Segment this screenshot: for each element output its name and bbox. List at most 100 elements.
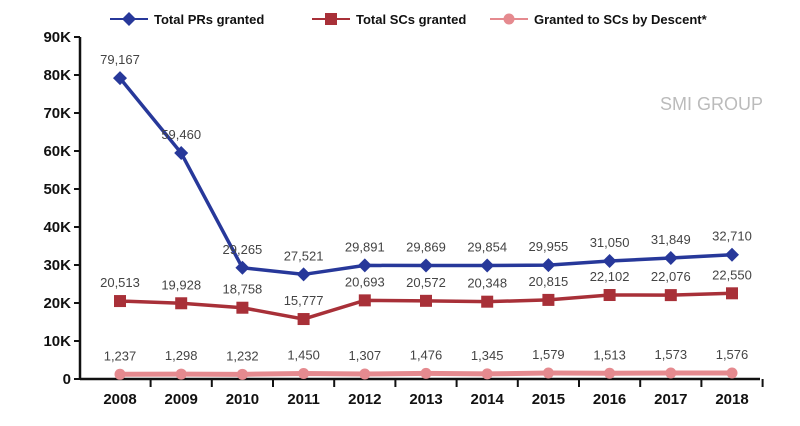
data-label: 1,345 xyxy=(471,348,504,363)
data-label: 20,572 xyxy=(406,275,446,290)
data-point xyxy=(357,258,372,273)
axes: 0 10K 20K 30K 40K 50K 60K 70K 80K 90K 2008 2009 2010… xyxy=(43,29,764,408)
data-label: 22,102 xyxy=(590,269,630,284)
data-point xyxy=(603,289,616,302)
data-label: 1,513 xyxy=(593,347,626,362)
legend-label: Total PRs granted xyxy=(154,12,264,27)
x-tick-label: 2013 xyxy=(409,391,442,408)
data-point xyxy=(481,295,494,308)
data-point xyxy=(420,367,432,379)
x-tick-label: 2008 xyxy=(103,391,136,408)
data-point xyxy=(235,260,250,275)
data-label: 20,815 xyxy=(529,274,569,289)
data-label: 20,693 xyxy=(345,274,385,289)
data-point xyxy=(359,368,371,380)
legend-marker xyxy=(503,13,515,25)
y-tick-label: 50K xyxy=(43,181,71,198)
data-point xyxy=(542,293,555,306)
data-label: 32,710 xyxy=(712,229,752,244)
data-label: 1,579 xyxy=(532,347,565,362)
series-1: 20,513 19,928 18,758 15,777 20,693 20,572 20,3… xyxy=(100,267,752,326)
data-point xyxy=(236,368,248,380)
data-label: 19,928 xyxy=(161,277,201,292)
y-tick-label: 10K xyxy=(43,333,71,350)
data-point xyxy=(114,368,126,380)
x-tick-label: 2014 xyxy=(471,391,505,408)
data-label: 59,460 xyxy=(161,127,201,142)
data-point xyxy=(175,368,187,380)
data-label: 79,167 xyxy=(100,52,140,67)
data-point xyxy=(725,247,739,262)
data-point xyxy=(175,297,188,310)
data-label: 29,891 xyxy=(345,239,385,254)
data-label: 29,955 xyxy=(529,239,569,254)
data-point xyxy=(297,313,310,326)
y-tick-label: 70K xyxy=(43,105,71,122)
y-tick-label: 40K xyxy=(43,219,71,236)
data-label: 29,265 xyxy=(223,242,263,257)
data-point xyxy=(296,267,311,282)
data-point xyxy=(236,301,249,314)
data-label: 1,476 xyxy=(410,347,443,362)
legend-label: Total SCs granted xyxy=(356,12,466,27)
x-tick-label: 2017 xyxy=(654,391,687,408)
legend: Total PRs granted Total SCs granted Grante… xyxy=(110,12,708,27)
data-label: 22,550 xyxy=(712,267,752,282)
data-label: 20,348 xyxy=(467,276,507,291)
data-label: 31,050 xyxy=(590,235,630,250)
data-label: 1,232 xyxy=(226,348,259,363)
data-point xyxy=(726,367,738,379)
data-label: 31,849 xyxy=(651,232,691,247)
data-label: 20,513 xyxy=(100,275,140,290)
data-point xyxy=(113,71,127,86)
y-tick-label: 80K xyxy=(43,67,71,84)
data-label: 29,869 xyxy=(406,239,446,254)
data-point xyxy=(604,367,616,379)
x-tick-label: 2010 xyxy=(226,391,259,408)
data-point xyxy=(663,250,678,265)
data-point xyxy=(481,368,493,380)
watermark: SMI GROUP xyxy=(660,94,763,114)
series-0: 79,167 59,460 29,265 27,521 29,891 29,869 29,8… xyxy=(100,52,752,282)
data-label: 1,573 xyxy=(655,347,688,362)
data-label: 27,521 xyxy=(284,248,324,263)
series-2: 1,237 1,298 1,232 1,450 1,307 1,476 1,345 1,579… xyxy=(104,347,749,380)
data-label: 22,076 xyxy=(651,269,691,284)
data-point xyxy=(480,258,495,273)
series: 79,167 59,460 29,265 27,521 29,891 29,869 29,8… xyxy=(100,52,752,380)
data-label: 1,576 xyxy=(716,347,749,362)
legend-marker xyxy=(122,12,136,26)
data-point xyxy=(114,295,126,308)
data-label: 1,298 xyxy=(165,348,198,363)
data-point xyxy=(665,367,677,379)
y-tick-label: 30K xyxy=(43,257,71,274)
x-tick-label: 2015 xyxy=(532,391,565,408)
x-tick-label: 2012 xyxy=(348,391,381,408)
data-label: 18,758 xyxy=(223,282,263,297)
data-point xyxy=(602,254,617,269)
x-tick-label: 2016 xyxy=(593,391,626,408)
data-point xyxy=(174,146,189,161)
data-point xyxy=(358,294,371,307)
y-tick-label: 0 xyxy=(63,371,71,388)
x-tick-label: 2009 xyxy=(165,391,198,408)
data-point xyxy=(726,287,738,300)
y-tick-label: 20K xyxy=(43,295,71,312)
data-point xyxy=(298,367,310,379)
data-point xyxy=(420,294,432,307)
data-label: 1,307 xyxy=(349,348,382,363)
data-point xyxy=(542,367,554,379)
data-label: 1,237 xyxy=(104,348,137,363)
x-tick-label: 2018 xyxy=(715,391,748,408)
x-tick-label: 2011 xyxy=(287,391,320,408)
y-tick-label: 90K xyxy=(43,29,71,46)
data-label: 1,450 xyxy=(287,347,320,362)
data-label: 15,777 xyxy=(284,293,324,308)
y-tick-label: 60K xyxy=(43,143,71,160)
data-point xyxy=(664,289,677,302)
data-point xyxy=(419,258,433,273)
data-point xyxy=(541,258,556,273)
legend-marker xyxy=(325,13,337,25)
legend-label: Granted to SCs by Descent* xyxy=(534,12,708,27)
